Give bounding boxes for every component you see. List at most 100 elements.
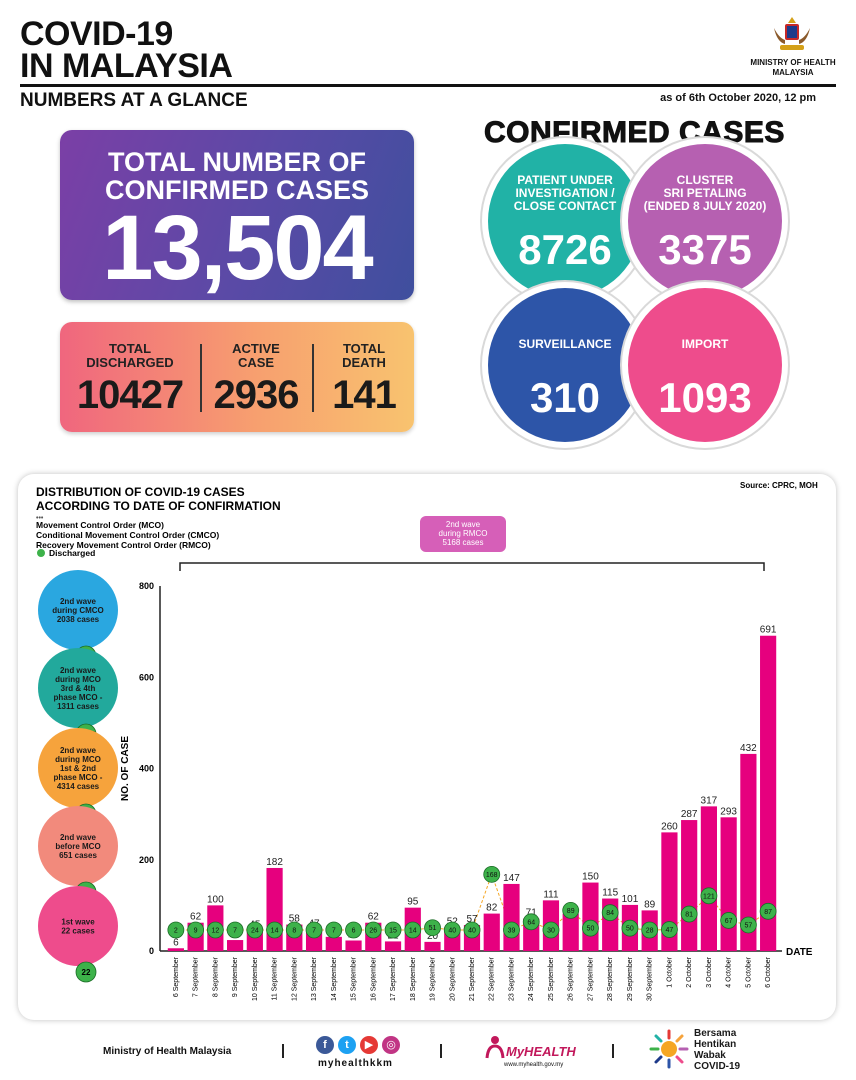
x-tick-label: 13 September	[311, 956, 318, 1001]
campaign-line2: Hentikan	[694, 1039, 737, 1050]
x-tick-label: 23 September	[508, 956, 515, 1001]
cluster-label: CLUSTER SRI PETALING (ENDED 8 JULY 2020)	[636, 174, 774, 213]
discharged-dot	[680, 905, 698, 923]
page-title-line1: COVID-19	[20, 15, 173, 53]
legend-cmco: Conditional Movement Control Order (CMCO…	[36, 530, 219, 540]
discharged-value: 168	[486, 872, 498, 879]
campaign-slogan: Bersama Hentikan Wabak COVID-19	[694, 1028, 740, 1072]
wave-label: 2nd wave	[60, 597, 97, 606]
discharged-dot	[266, 921, 283, 939]
wave-label: 2038 cases	[57, 615, 100, 624]
discharged-dot	[206, 921, 224, 939]
bar	[582, 882, 599, 951]
page-subtitle: NUMBERS AT A GLANCE	[20, 90, 248, 111]
bar-value-label: 6	[173, 937, 179, 948]
campaign-virus-icon	[649, 1029, 689, 1069]
bar	[325, 936, 342, 951]
x-tick-label: 28 September	[607, 956, 614, 1001]
discharged-value: 26	[369, 928, 377, 935]
bar-value-label: 58	[289, 914, 301, 925]
facebook-icon[interactable]: f	[316, 1036, 334, 1054]
wave-label: 1st & 2nd	[60, 764, 96, 773]
discharged-dot	[463, 921, 481, 939]
legend-discharged: Discharged	[49, 548, 95, 558]
bar-value-label: 260	[661, 821, 678, 832]
instagram-icon[interactable]: ◎	[382, 1036, 400, 1054]
y-tick-label: 600	[139, 672, 154, 682]
bar-value-label: 62	[190, 912, 202, 923]
bar	[661, 832, 678, 951]
bar	[503, 883, 520, 951]
bar	[266, 867, 283, 951]
x-tick-label: 18 September	[410, 956, 417, 1001]
footer-separator	[612, 1044, 614, 1058]
wave-label: 1st wave	[61, 918, 95, 927]
discharged-dot	[641, 921, 659, 939]
footer-separator	[440, 1044, 442, 1058]
cluster-label-line1: CLUSTER	[676, 173, 734, 187]
discharged-dot	[325, 921, 343, 939]
death-stat: TOTAL DEATH 141	[316, 341, 412, 417]
discharged-value: 84	[606, 910, 614, 917]
bar	[424, 941, 441, 951]
wave-circle	[38, 886, 118, 966]
discharged-value: 24	[251, 928, 259, 935]
bar-value-label: 293	[720, 806, 737, 817]
myhealth-url[interactable]: www.myhealth.gov.my	[504, 1062, 564, 1068]
bar-value-label: 82	[486, 903, 498, 914]
active-value: 2936	[213, 373, 300, 417]
x-tick-label: 5 October	[745, 956, 752, 987]
y-tick-label: 0	[149, 946, 154, 956]
stat-divider	[312, 344, 314, 412]
wave-label: 4314 cases	[57, 782, 100, 791]
distribution-chart: DISTRIBUTION OF COVID-19 CASESACCORDING …	[36, 481, 818, 1001]
campaign-line3: Wabak	[694, 1050, 726, 1061]
discharged-dot	[404, 921, 422, 939]
bar-value-label: 101	[622, 894, 639, 905]
discharged-value: 14	[271, 928, 279, 935]
bar	[483, 913, 500, 951]
coat-of-arms-logo	[774, 17, 810, 50]
discharged-dot	[759, 902, 777, 920]
x-tick-label: 30 September	[647, 956, 654, 1001]
myhealth-logo-icon	[485, 1036, 505, 1059]
wave-label: 3rd & 4th	[61, 684, 96, 693]
discharged-dot	[562, 901, 580, 919]
import-label: IMPORT	[681, 337, 729, 351]
bar-value-label: 182	[266, 857, 283, 868]
header-divider	[20, 84, 836, 87]
y-tick-label: 800	[139, 581, 154, 591]
bar-value-label: 317	[701, 795, 718, 806]
discharged-value: 2	[174, 928, 178, 935]
discharged-value: 64	[527, 919, 535, 926]
death-label-1: TOTAL	[342, 341, 386, 356]
x-tick-label: 3 October	[706, 956, 713, 987]
discharged-value: 39	[508, 928, 516, 935]
footer-ministry: Ministry of Health Malaysia	[103, 1046, 232, 1057]
campaign-line1: Bersama	[694, 1028, 737, 1039]
discharged-dot	[305, 921, 323, 939]
death-label-2: DEATH	[342, 355, 386, 370]
import-value: 1093	[658, 374, 752, 421]
cluster-circle: CLUSTER SRI PETALING (ENDED 8 JULY 2020)…	[628, 144, 782, 298]
discharged-dot	[345, 921, 362, 939]
x-tick-label: 4 October	[726, 956, 733, 987]
discharged-value: 40	[448, 928, 456, 935]
import-circle: IMPORT 1093	[628, 288, 782, 442]
wave-circle	[38, 806, 118, 886]
discharged-dot	[542, 921, 560, 939]
twitter-icon[interactable]: t	[338, 1036, 356, 1054]
x-axis-label: DATE	[786, 947, 813, 958]
legend-rmco: Recovery Movement Control Order (RMCO)	[36, 540, 211, 550]
discharged-value: 14	[409, 928, 417, 935]
social-handle[interactable]: myhealthkkm	[318, 1058, 393, 1069]
discharged-value: 7	[332, 928, 336, 935]
rmco-wave-box	[420, 516, 506, 552]
discharged-value: 81	[685, 912, 693, 919]
youtube-icon[interactable]: ▶	[360, 1036, 378, 1054]
discharged-dot	[661, 921, 678, 938]
wave-label: phase MCO -	[54, 773, 103, 782]
x-tick-label: 12 September	[291, 956, 298, 1001]
x-tick-label: 8 September	[212, 956, 219, 997]
bar	[681, 820, 698, 951]
